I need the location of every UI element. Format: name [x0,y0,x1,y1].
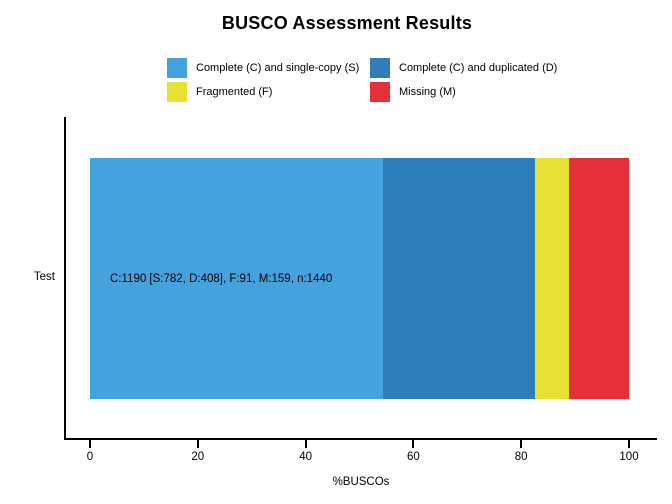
x-axis-title: %BUSCOs [332,476,390,488]
legend-label: Complete (C) and duplicated (D) [399,62,558,74]
legend-item-complete-duplicated: Complete (C) and duplicated (D) [370,58,557,78]
legend-label: Complete (C) and single-copy (S) [196,62,360,74]
x-tick-label: 60 [406,451,420,463]
y-axis-line [64,117,66,440]
bar-label: C:1190 [S:782, D:408], F:91, M:159, n:14… [110,272,333,285]
x-tick-mark [412,440,415,448]
x-tick-label: 40 [299,451,312,463]
x-tick-mark [196,440,199,448]
bar-label-wrap: C:1190 [S:782, D:408], F:91, M:159, n:14… [110,158,332,399]
bar-segment-3 [535,158,570,399]
x-tick-mark [628,440,630,448]
legend-item-missing: Missing (M) [370,82,557,102]
x-tick-label: 0 [86,451,94,463]
legend-swatch-fragmented [167,82,187,102]
x-tick-label: 100 [619,451,639,463]
x-tick-mark [304,440,307,448]
stacked-bar [90,158,629,399]
y-axis-category-label: Test [33,271,55,283]
legend: Complete (C) and single-copy (S) Complet… [167,58,557,102]
bar-segment-4 [569,158,629,399]
chart-title: BUSCO Assessment Results [221,13,473,33]
x-tick-label: 20 [191,451,205,463]
x-tick-mark [89,440,91,448]
legend-swatch-complete-single [167,58,187,78]
x-axis-line [64,438,657,440]
legend-item-complete-single: Complete (C) and single-copy (S) [167,58,370,78]
x-axis-ticks: 0 20 40 60 80 100 [86,440,639,470]
legend-swatch-complete-duplicated [370,58,390,78]
legend-label: Fragmented (F) [196,86,273,98]
bar-segment-1 [90,158,383,399]
legend-swatch-missing [370,82,390,102]
legend-item-fragmented: Fragmented (F) [167,82,370,102]
x-tick-mark [520,440,523,448]
legend-label: Missing (M) [399,86,456,98]
bar-segment-2 [382,158,536,399]
x-tick-label: 80 [514,451,528,463]
